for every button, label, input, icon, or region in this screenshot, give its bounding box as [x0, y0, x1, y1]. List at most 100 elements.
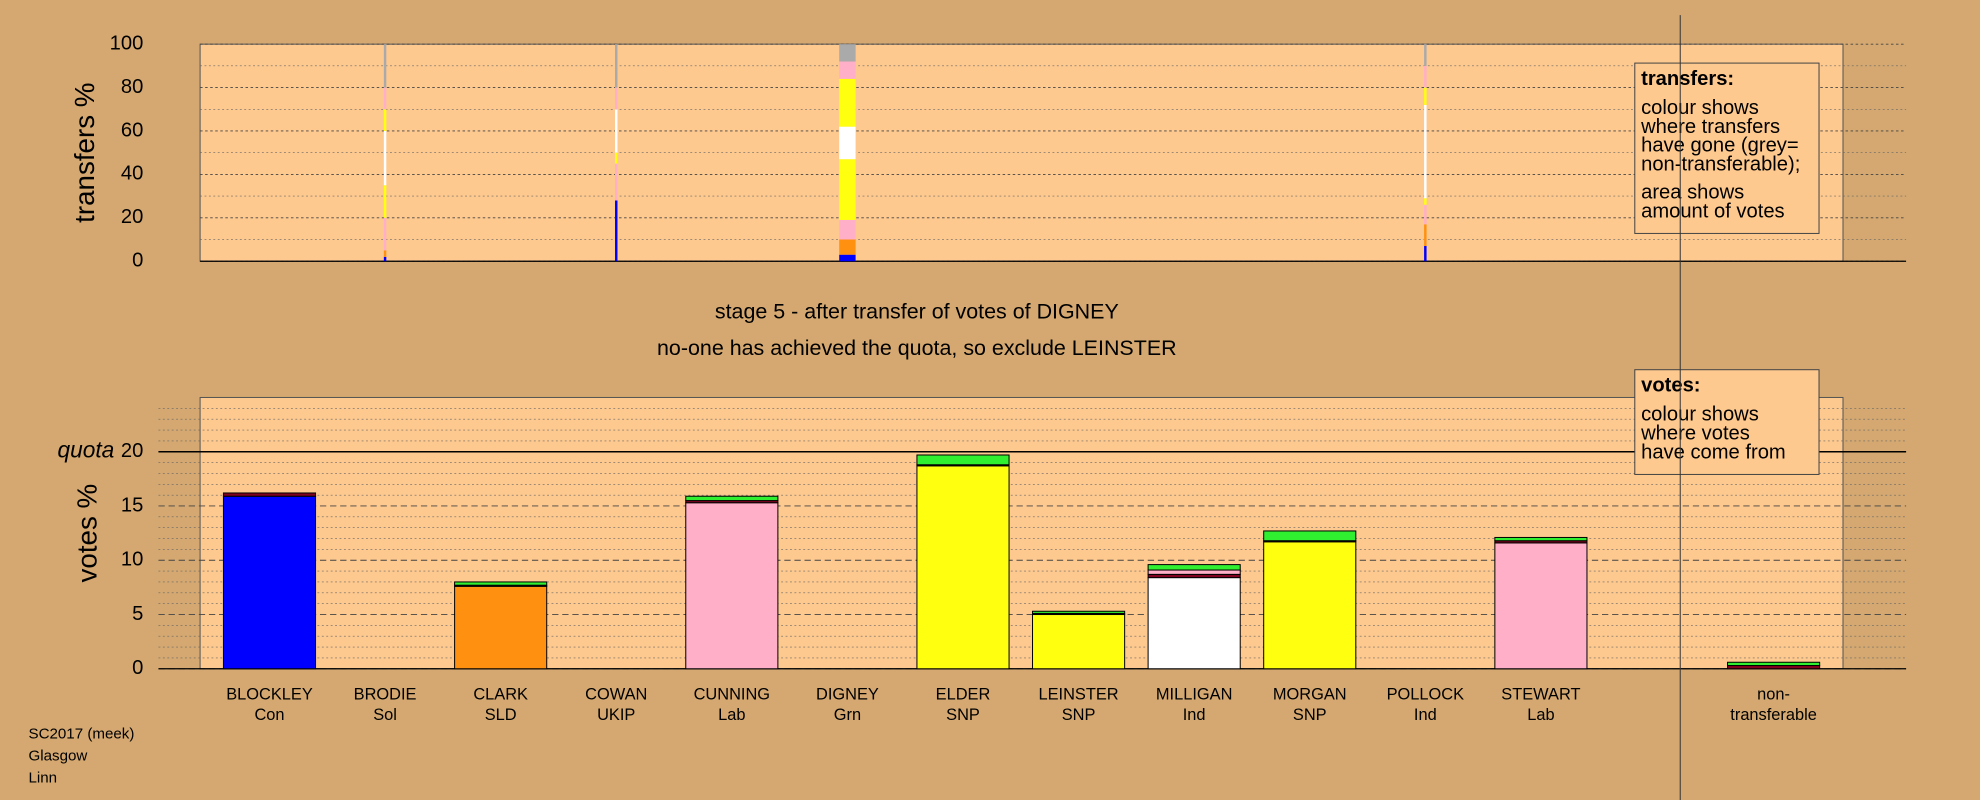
- bar-segment: [1494, 536, 1588, 542]
- y-tick-label: 5: [132, 603, 143, 625]
- x-tick-label: LEINSTER: [1039, 686, 1119, 704]
- bar-segment: [1032, 610, 1126, 614]
- bar-segment: [1424, 65, 1427, 88]
- bar-segment: [839, 126, 856, 160]
- x-tick-label: STEWART: [1501, 686, 1580, 704]
- footer-text: SC2017 (meek): [28, 725, 134, 742]
- bar-segment: [615, 152, 618, 164]
- x-tick-label: POLLOCK: [1387, 686, 1464, 704]
- bar-segment: [916, 465, 1010, 670]
- legend-text: colour shows: [1641, 403, 1759, 425]
- x-tick-sublabel: Lab: [1527, 706, 1554, 724]
- y-tick-label: 80: [121, 76, 143, 98]
- bar-segment: [383, 185, 387, 218]
- legend-text: non-transferable);: [1641, 154, 1800, 176]
- legend-title: transfers:: [1641, 68, 1734, 90]
- x-tick-label: DIGNEY: [816, 686, 879, 704]
- y-tick-label: 0: [132, 657, 143, 679]
- bar-segment: [1727, 661, 1821, 667]
- y-tick-label: 20: [121, 440, 143, 462]
- bar-segment: [454, 585, 548, 670]
- x-tick-sublabel: transferable: [1730, 706, 1817, 724]
- x-tick-label: COWAN: [585, 686, 647, 704]
- bar-segment: [839, 61, 856, 79]
- x-tick-label: ELDER: [936, 686, 991, 704]
- legend-text: amount of votes: [1641, 200, 1785, 222]
- x-tick-sublabel: Grn: [834, 706, 861, 724]
- plot-area: [199, 396, 1844, 670]
- bar-segment: [383, 130, 387, 186]
- bar-segment: [383, 44, 387, 88]
- bar-segment: [615, 163, 618, 201]
- bar-segment: [454, 581, 548, 586]
- bar-segment: [383, 250, 387, 257]
- y-tick-label: 60: [121, 119, 143, 141]
- bar-segment: [383, 256, 387, 262]
- x-tick-sublabel: SNP: [1062, 706, 1096, 724]
- bar-segment: [1424, 204, 1427, 225]
- bar-segment: [1424, 224, 1427, 247]
- y-axis-label: transfers %: [69, 83, 100, 223]
- quota-label: quota: [57, 437, 114, 463]
- x-tick-label: BRODIE: [354, 686, 417, 704]
- bar-segment: [615, 44, 618, 88]
- legend-text: area shows: [1641, 181, 1744, 203]
- bar-segment: [685, 495, 779, 502]
- bar-segment: [839, 78, 856, 127]
- x-tick-sublabel: Ind: [1183, 706, 1206, 724]
- bar-segment: [839, 44, 856, 62]
- legend-text: colour shows: [1641, 97, 1759, 119]
- bar-segment: [1424, 104, 1427, 199]
- footer-text: Linn: [28, 770, 57, 787]
- x-tick-sublabel: Lab: [718, 706, 745, 724]
- legend-box: [1634, 62, 1820, 234]
- y-tick-label: 0: [132, 250, 143, 272]
- legend-text: where votes: [1640, 422, 1750, 444]
- bar-segment: [916, 454, 1010, 466]
- bar-segment: [1032, 614, 1126, 670]
- bar-segment: [383, 217, 387, 251]
- bar-segment: [839, 219, 856, 240]
- footer-text: Glasgow: [28, 747, 87, 764]
- bar-segment: [1424, 87, 1427, 105]
- bar-segment: [1147, 569, 1241, 575]
- x-tick-sublabel: SLD: [485, 706, 517, 724]
- bar-segment: [1147, 577, 1241, 670]
- y-axis-label: votes %: [71, 484, 102, 583]
- legend-text: where transfers: [1640, 116, 1780, 138]
- bar-segment: [1494, 542, 1588, 670]
- bar-segment: [383, 109, 387, 131]
- y-tick-label: 40: [121, 163, 143, 185]
- y-tick-label: 20: [121, 206, 143, 228]
- x-tick-sublabel: SNP: [1293, 706, 1327, 724]
- x-tick-label: CLARK: [473, 686, 528, 704]
- y-tick-label: 10: [121, 549, 143, 571]
- x-tick-sublabel: Sol: [373, 706, 397, 724]
- bar-segment: [222, 492, 317, 497]
- bar-segment: [615, 87, 618, 110]
- bar-segment: [1424, 198, 1427, 205]
- bar-segment: [1424, 246, 1427, 262]
- x-tick-sublabel: SNP: [946, 706, 980, 724]
- bar-segment: [1263, 530, 1357, 542]
- bar-segment: [839, 159, 856, 220]
- bar-segment: [839, 254, 856, 262]
- x-tick-sublabel: UKIP: [597, 706, 635, 724]
- bar-segment: [222, 495, 317, 670]
- x-tick-sublabel: Ind: [1414, 706, 1437, 724]
- bar-segment: [1263, 541, 1357, 670]
- bar-segment: [1424, 44, 1427, 66]
- x-tick-label: MILLIGAN: [1156, 686, 1233, 704]
- legend-box: [1634, 369, 1820, 475]
- bar-segment: [383, 87, 387, 110]
- subtitle: stage 5 - after transfer of votes of DIG…: [715, 300, 1119, 324]
- subtitle: no-one has achieved the quota, so exclud…: [657, 336, 1177, 360]
- x-tick-label: MORGAN: [1273, 686, 1347, 704]
- bar-segment: [615, 200, 618, 262]
- x-tick-label: BLOCKLEY: [226, 686, 313, 704]
- bar-segment: [839, 239, 856, 255]
- bar-segment: [615, 109, 618, 153]
- bar-segment: [685, 502, 779, 670]
- bar-segment: [1147, 564, 1241, 571]
